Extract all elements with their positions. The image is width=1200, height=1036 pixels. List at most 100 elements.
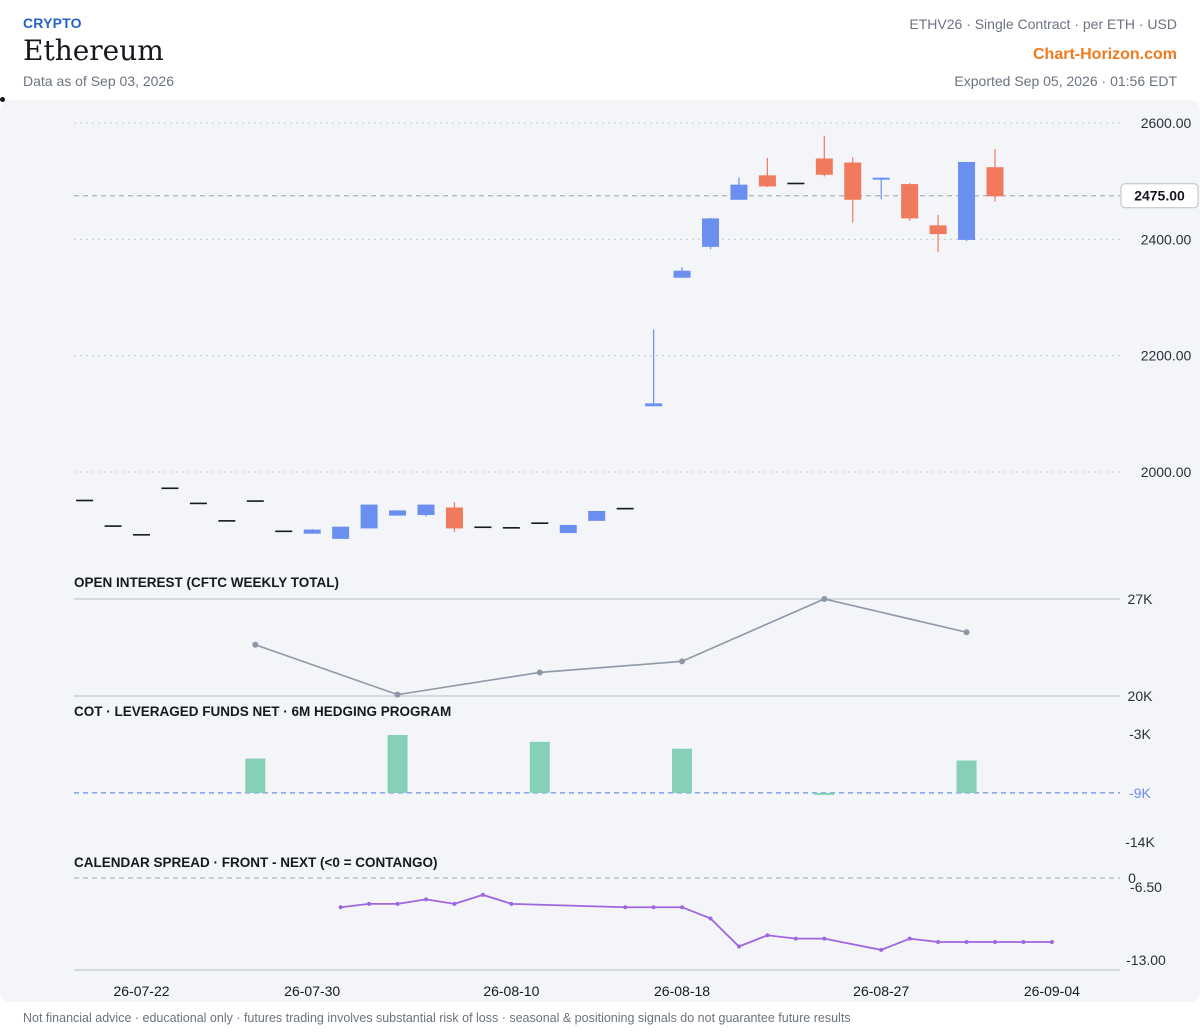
candle	[303, 529, 321, 534]
spread-point	[879, 947, 884, 952]
spread-point	[680, 905, 685, 910]
spread-point	[936, 940, 941, 945]
candle	[218, 520, 236, 522]
candle-body	[901, 184, 919, 219]
spread-point	[708, 916, 713, 921]
x-tick-label: 26-08-18	[654, 983, 710, 999]
spread-point	[509, 901, 514, 906]
spread-title: CALENDAR SPREAD · FRONT - NEXT (<0 = CON…	[74, 855, 438, 870]
oi-point	[252, 641, 259, 648]
x-tick-label: 26-07-30	[284, 983, 340, 999]
x-axis: 26-07-22 26-07-30 26-08-10 26-08-18 26-08-27…	[113, 983, 1080, 999]
oi-point	[963, 629, 970, 636]
contract-spec: ETHV26 · Single Contract · per ETH · USD	[909, 16, 1177, 32]
spread-point	[395, 901, 400, 906]
oi-point	[821, 596, 828, 602]
oi-point	[536, 669, 543, 676]
candle	[189, 502, 207, 505]
cot-tick-label: -3K	[1129, 726, 1151, 742]
x-tick-label: 26-08-27	[853, 983, 909, 999]
candle-body	[986, 167, 1004, 197]
spread-point	[822, 936, 827, 941]
candle	[104, 525, 122, 527]
candle	[872, 177, 890, 200]
candle	[787, 182, 805, 185]
x-tick-label: 26-09-04	[1024, 983, 1080, 999]
oi-line	[255, 598, 967, 696]
candle-body	[645, 403, 663, 407]
open-interest-panel: OPEN INTEREST (CFTC WEEKLY TOTAL) 20K 27K	[74, 575, 1153, 704]
price-tick-label: 2200.00	[1141, 348, 1192, 364]
candle	[389, 510, 407, 516]
spread-tick-label: -13.00	[1126, 952, 1166, 968]
oi-tick-label: 20K	[1128, 688, 1154, 704]
spread-point	[964, 940, 969, 945]
spread-point	[367, 901, 372, 906]
candle	[645, 329, 663, 407]
export-timestamp: Exported Sep 05, 2026 · 01:56 EDT	[954, 73, 1177, 89]
candle	[161, 487, 179, 490]
cot-bar	[245, 758, 266, 793]
candle-body	[133, 534, 150, 536]
price-tick-label: 2600.00	[1141, 115, 1192, 131]
candle-body	[758, 175, 776, 187]
candle	[758, 157, 776, 187]
spread-point	[480, 892, 485, 897]
candle-body	[332, 526, 350, 539]
candle	[246, 500, 264, 502]
candle-body	[303, 529, 321, 534]
candle-body	[958, 161, 976, 240]
grid-lines	[74, 122, 1120, 473]
candle	[275, 530, 293, 533]
candle	[673, 267, 691, 278]
x-tick-label: 26-07-22	[113, 983, 169, 999]
cot-bar	[387, 734, 408, 793]
candle-body	[161, 487, 179, 490]
spread-point	[907, 936, 912, 941]
spread-point	[765, 933, 770, 938]
candle-body	[531, 522, 549, 524]
disclaimer-footer: Not financial advice · educational only …	[23, 1011, 851, 1025]
spread-point	[793, 936, 798, 941]
cot-panel: COT · LEVERAGED FUNDS NET · 6M HEDGING P…	[74, 704, 1155, 850]
marker-dot	[0, 97, 5, 102]
candle-body	[246, 500, 264, 502]
spread-point	[651, 905, 656, 910]
candle	[588, 510, 606, 521]
candle-body	[417, 504, 435, 516]
candle-body	[389, 510, 407, 516]
candle-body	[76, 499, 94, 502]
open-interest-title: OPEN INTEREST (CFTC WEEKLY TOTAL)	[74, 575, 339, 590]
candle-body	[673, 270, 691, 278]
chart-title: Ethereum	[23, 34, 164, 67]
cot-bar	[814, 792, 835, 795]
candle-body	[275, 530, 293, 533]
spread-point	[993, 940, 997, 945]
candle	[474, 526, 492, 529]
candle	[901, 182, 919, 221]
candle-body	[218, 520, 236, 522]
cot-bar	[956, 760, 977, 793]
spread-tick-label: -6.50	[1130, 879, 1162, 895]
candle-body	[559, 524, 577, 534]
x-tick-label: 26-08-10	[483, 983, 539, 999]
cot-bar	[529, 741, 550, 793]
candle-body	[844, 162, 862, 200]
candle-body	[872, 177, 890, 180]
cot-tick-label: -14K	[1125, 834, 1155, 850]
as-of-date: Data as of Sep 03, 2026	[23, 73, 174, 89]
candle	[815, 135, 833, 177]
candle	[844, 157, 862, 223]
price-tick-label: 2000.00	[1141, 464, 1192, 480]
candle-body	[474, 526, 492, 529]
spread-point	[736, 944, 741, 949]
candle	[702, 217, 719, 250]
spread-point	[1021, 940, 1026, 945]
brand-link[interactable]: Chart-Horizon.com	[1033, 46, 1177, 63]
candle	[360, 504, 378, 529]
cot-reference-label: -9K	[1129, 785, 1151, 801]
candle-body	[502, 527, 520, 529]
cot-bar	[672, 748, 693, 793]
category-label: CRYPTO	[23, 15, 82, 31]
